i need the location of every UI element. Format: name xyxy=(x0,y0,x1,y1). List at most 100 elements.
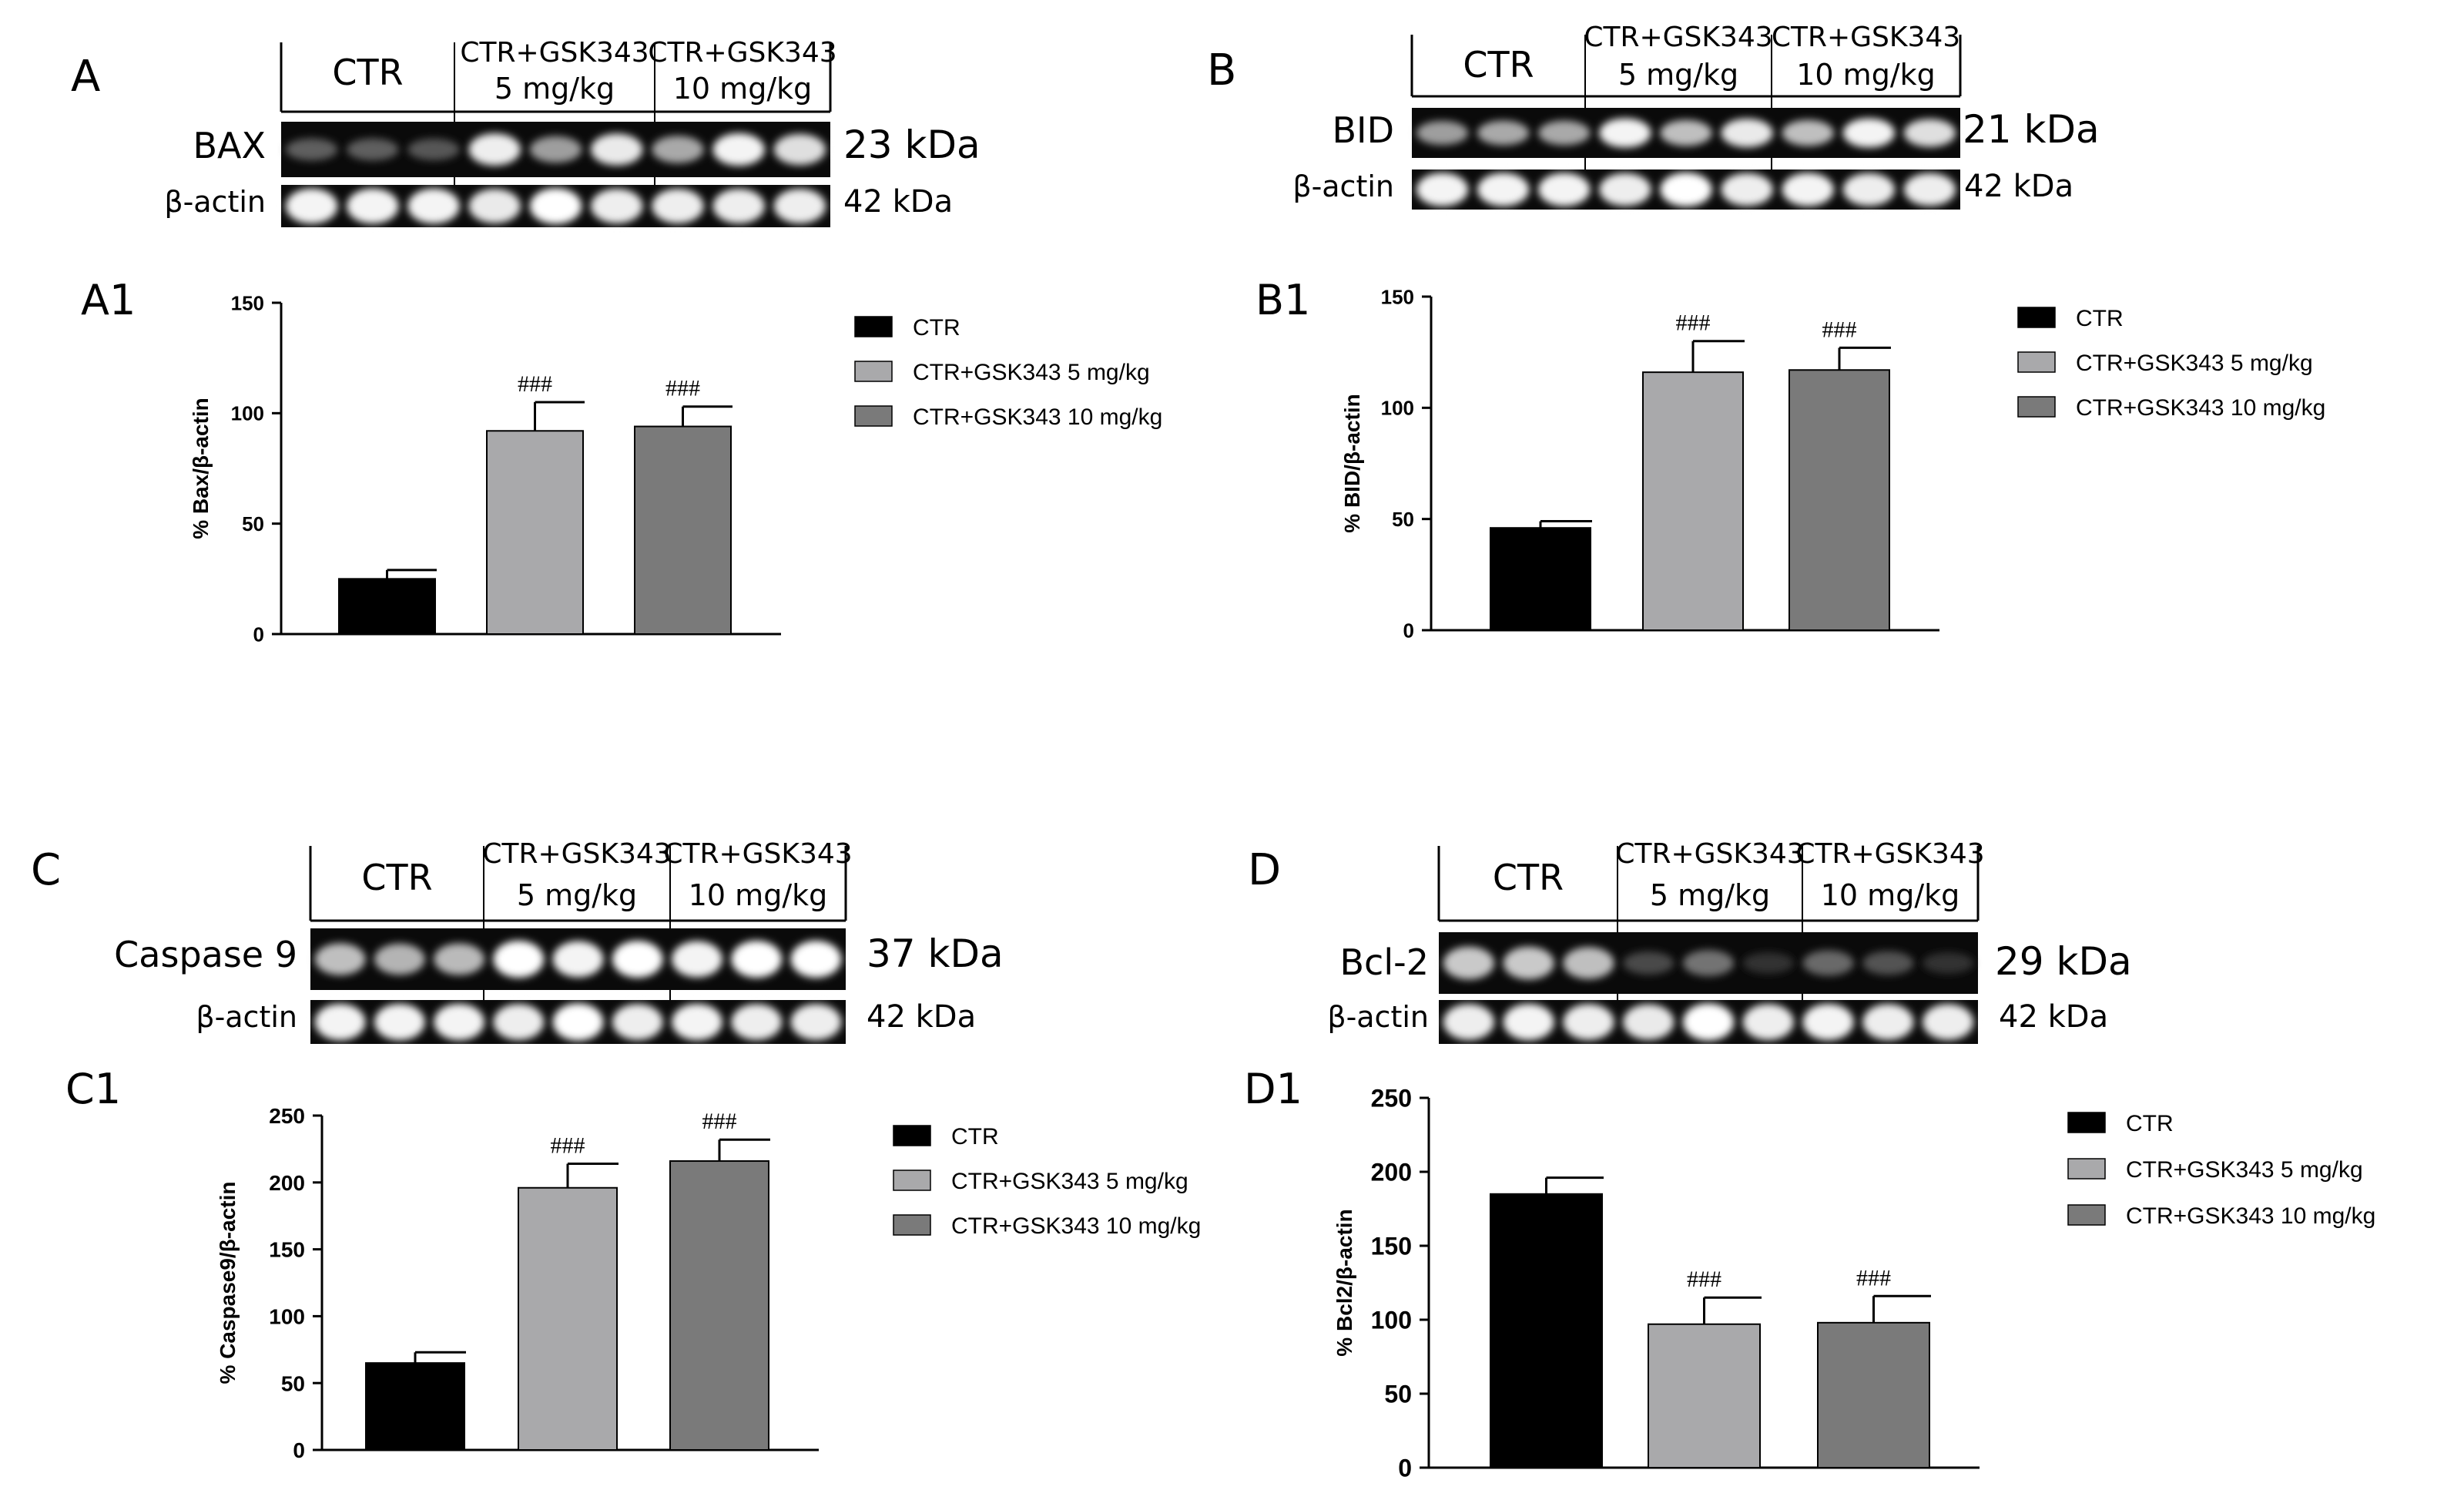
bar xyxy=(365,1362,465,1451)
protein-band xyxy=(1477,120,1530,146)
protein-band xyxy=(731,941,782,978)
protein-band xyxy=(652,136,704,163)
bar xyxy=(1788,369,1890,631)
y-tick-label: 250 xyxy=(1371,1085,1412,1112)
protein-name: Bcl-2 xyxy=(1340,941,1430,983)
protein-band xyxy=(591,133,643,166)
y-tick-label: 0 xyxy=(293,1438,305,1462)
bar-chart-D1: D1 0 50 100 150 200 250 % Bcl2/β-actin ### ### CTR… xyxy=(1244,1065,2375,1482)
protein-band xyxy=(1443,946,1494,980)
y-tick-label: 0 xyxy=(253,623,264,646)
group-header-treatment: CTR+GSK343 xyxy=(1772,22,1960,53)
y-axis-label: % Bcl2/β-actin xyxy=(1333,1209,1356,1356)
control-band xyxy=(1660,172,1712,207)
control-band xyxy=(1599,173,1651,206)
legend-swatch xyxy=(2067,1158,2106,1180)
y-tick-label: 150 xyxy=(269,1238,305,1262)
control-band xyxy=(285,188,338,224)
significance-label: ### xyxy=(1856,1265,1891,1290)
protein-band xyxy=(1721,118,1773,148)
bar xyxy=(518,1186,618,1451)
control-band xyxy=(1503,1003,1554,1041)
legend-swatch xyxy=(2067,1112,2106,1133)
control-band xyxy=(468,189,521,223)
protein-band xyxy=(529,136,582,163)
bar xyxy=(1490,527,1591,631)
y-tick-label: 100 xyxy=(269,1304,305,1328)
protein-name: BID xyxy=(1332,109,1394,151)
group-header-dose: 5 mg/kg xyxy=(494,72,615,106)
blot-panel-B: B CTR CTR+GSK343 5 mg/kg CTR+GSK343 10 mg/kg B… xyxy=(1207,22,2100,210)
legend-swatch xyxy=(854,316,893,337)
bar-chart-C1: C1 0 50 100 150 200 250 % Caspase9/β-actin ### ##… xyxy=(65,1065,1201,1462)
protein-band xyxy=(434,943,484,975)
control-band xyxy=(672,1003,722,1041)
chart-panel-label: C1 xyxy=(65,1065,121,1113)
group-header-dose: 10 mg/kg xyxy=(673,72,813,106)
legend-swatch xyxy=(893,1125,931,1146)
protein-band xyxy=(1862,951,1914,975)
protein-band xyxy=(285,138,338,161)
significance-label: ### xyxy=(1676,310,1711,336)
control-kda: 42 kDa xyxy=(1964,169,2073,204)
protein-band xyxy=(612,941,663,978)
bar-chart-A1: A1 0 50 100 150 % Bax/β-actin ### ### CTR CTR+GSK… xyxy=(81,276,1162,646)
group-header-dose: 10 mg/kg xyxy=(689,878,828,912)
control-band xyxy=(314,1003,366,1041)
group-header-ctr: CTR xyxy=(1493,857,1564,898)
legend-label: CTR+GSK343 5 mg/kg xyxy=(951,1169,1188,1194)
legend-swatch xyxy=(854,405,893,427)
y-tick-label: 150 xyxy=(1381,285,1414,308)
bar xyxy=(338,578,436,635)
control-band xyxy=(1477,173,1530,206)
control-band xyxy=(1802,1003,1854,1041)
protein-band xyxy=(1802,950,1854,976)
bar xyxy=(669,1160,769,1451)
legend-label: CTR+GSK343 5 mg/kg xyxy=(2076,351,2313,376)
control-band xyxy=(591,188,643,224)
control-band xyxy=(1682,1003,1735,1041)
control-band xyxy=(1903,173,1956,206)
y-tick-label: 100 xyxy=(231,402,264,425)
protein-band xyxy=(314,943,366,975)
legend-label: CTR+GSK343 5 mg/kg xyxy=(913,360,1150,385)
protein-band xyxy=(1842,118,1895,148)
control-band xyxy=(1416,173,1469,206)
legend-label: CTR+GSK343 10 mg/kg xyxy=(913,404,1162,430)
control-band xyxy=(407,188,460,224)
control-band xyxy=(1623,1004,1675,1040)
blot-panel-C: C CTR CTR+GSK343 5 mg/kg CTR+GSK343 10 mg/kg C… xyxy=(31,838,1004,1044)
control-band xyxy=(712,188,765,224)
chart-panel-label: B1 xyxy=(1255,276,1310,324)
bar xyxy=(1642,371,1744,631)
control-kda: 42 kDa xyxy=(843,184,953,220)
control-name: β-actin xyxy=(196,1000,297,1034)
group-header-dose: 5 mg/kg xyxy=(1618,58,1738,92)
panel-label: B xyxy=(1207,45,1236,96)
control-band xyxy=(1742,1004,1794,1040)
significance-label: ### xyxy=(551,1133,585,1158)
legend-swatch xyxy=(2017,396,2056,418)
y-tick-label: 200 xyxy=(1371,1159,1412,1186)
control-band xyxy=(374,1003,425,1041)
group-header-dose: 5 mg/kg xyxy=(1650,878,1770,912)
protein-band xyxy=(1538,120,1591,146)
protein-kda: 21 kDa xyxy=(1963,107,2100,152)
panel-label: D xyxy=(1248,845,1281,895)
protein-name: BAX xyxy=(193,125,266,166)
y-tick-label: 100 xyxy=(1381,397,1414,420)
y-tick-label: 100 xyxy=(1371,1307,1412,1334)
legend-label: CTR+GSK343 5 mg/kg xyxy=(2126,1157,2363,1183)
bar xyxy=(1648,1323,1761,1469)
significance-label: ### xyxy=(665,376,700,401)
y-tick-label: 150 xyxy=(231,291,264,314)
y-tick-label: 150 xyxy=(1371,1233,1412,1260)
control-band xyxy=(1563,1004,1614,1040)
protein-band xyxy=(347,138,399,161)
control-name: β-actin xyxy=(164,185,266,219)
legend-label: CTR xyxy=(913,315,960,341)
bar xyxy=(1817,1321,1930,1468)
protein-band xyxy=(1623,951,1675,975)
control-band xyxy=(493,1004,545,1040)
